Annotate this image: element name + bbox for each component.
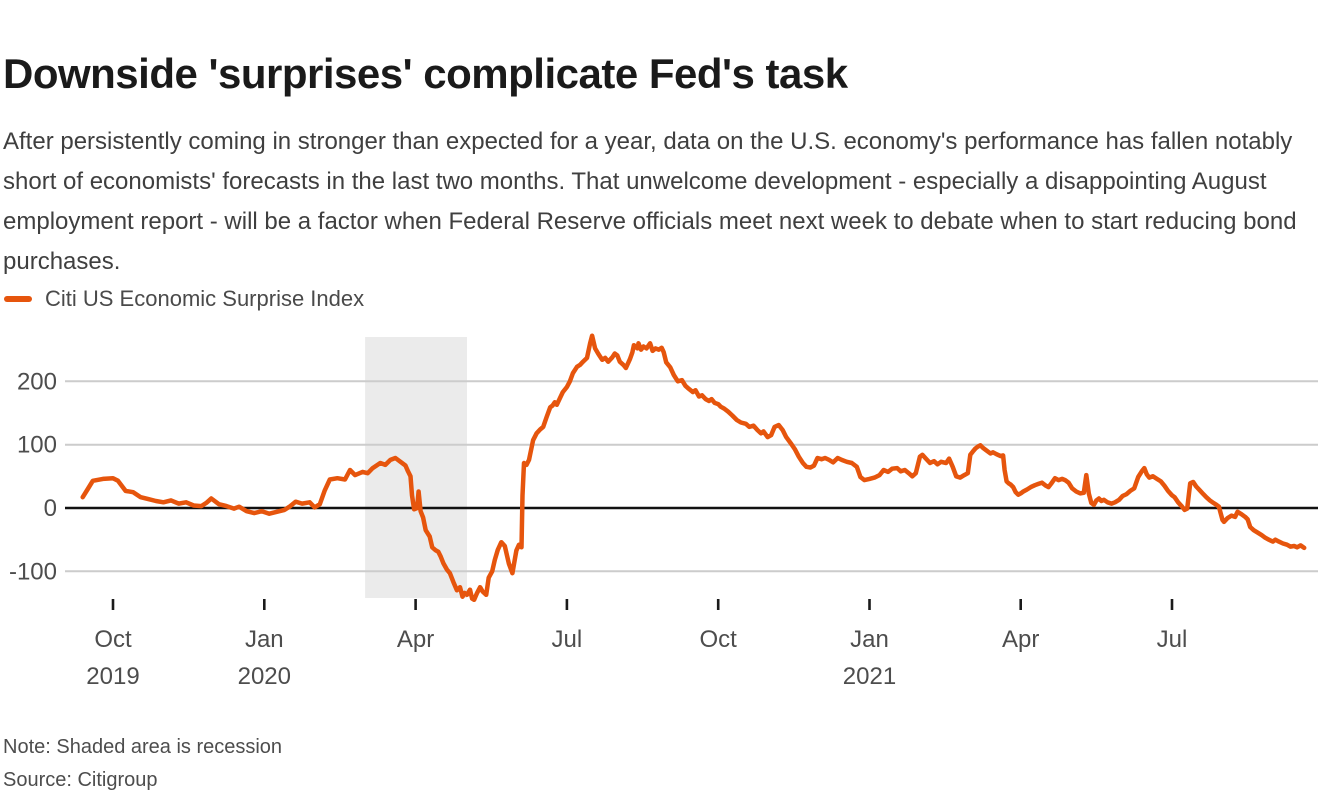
legend-label: Citi US Economic Surprise Index [45,286,365,311]
x-tick-month: Jul [552,626,583,653]
series-line [80,333,1307,603]
x-tick-month: Apr [397,626,434,653]
x-tick-month: Jan [245,626,284,653]
page-title: Downside 'surprises' complicate Fed's ta… [3,50,848,98]
recession-band [365,337,467,598]
legend-line-swatch [4,296,32,302]
chart-source: Source: Citigroup [3,769,158,791]
chart-note: Note: Shaded area is recession [3,736,283,758]
x-tick-month: Jul [1157,626,1188,653]
chart-description: After persistently coming in stronger th… [3,128,1297,275]
legend: Citi US Economic Surprise Index [4,286,364,312]
y-tick-label: 200 [17,368,57,395]
x-tick-month: Oct [94,626,132,653]
x-tick-month: Jan [850,626,889,653]
y-tick-label: 0 [44,495,57,522]
x-tick-month: Oct [700,626,738,653]
y-tick-label: -100 [9,558,57,585]
y-tick-label: 100 [17,432,57,459]
x-tick-year: 2019 [86,663,139,690]
x-tick-month: Apr [1002,626,1039,653]
x-tick-year: 2021 [843,663,896,690]
x-tick-year: 2020 [238,663,291,690]
